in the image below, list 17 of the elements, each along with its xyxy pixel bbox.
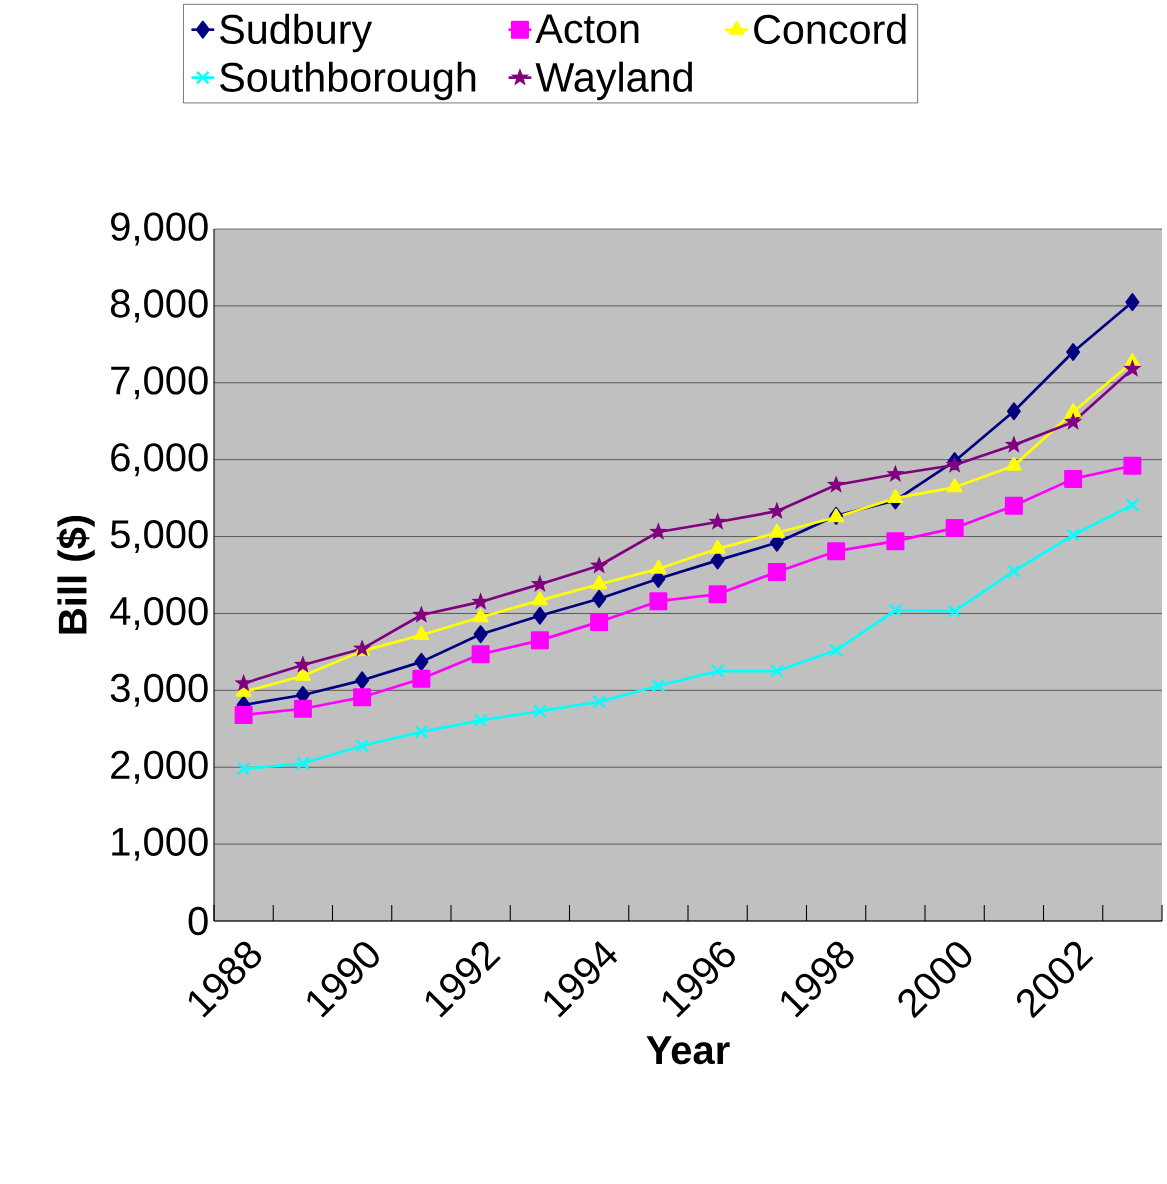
y-tick-label: 7,000 bbox=[111, 366, 208, 400]
legend-label: Southborough bbox=[220, 61, 476, 101]
y-tick-label: 3,000 bbox=[110, 673, 208, 707]
x-axis-title: Year bbox=[646, 1036, 730, 1065]
y-tick-label: 5,000 bbox=[110, 520, 208, 554]
y-tick-label: 4,000 bbox=[110, 596, 208, 630]
legend-label: Sudbury bbox=[220, 13, 373, 53]
legend-label: Acton bbox=[535, 14, 639, 44]
y-tick-label: 1,000 bbox=[112, 827, 208, 861]
y-axis-title: Bill ($) bbox=[56, 515, 95, 634]
legend-label: Concord bbox=[754, 13, 906, 45]
y-tick-label: 8,000 bbox=[110, 289, 208, 323]
y-tick-label: 0 bbox=[188, 906, 208, 936]
y-tick-label: 2,000 bbox=[111, 750, 208, 784]
y-tick-label: 6,000 bbox=[111, 443, 208, 477]
legend-label: Wayland bbox=[535, 61, 692, 101]
y-tick-label: 9,000 bbox=[111, 212, 208, 246]
